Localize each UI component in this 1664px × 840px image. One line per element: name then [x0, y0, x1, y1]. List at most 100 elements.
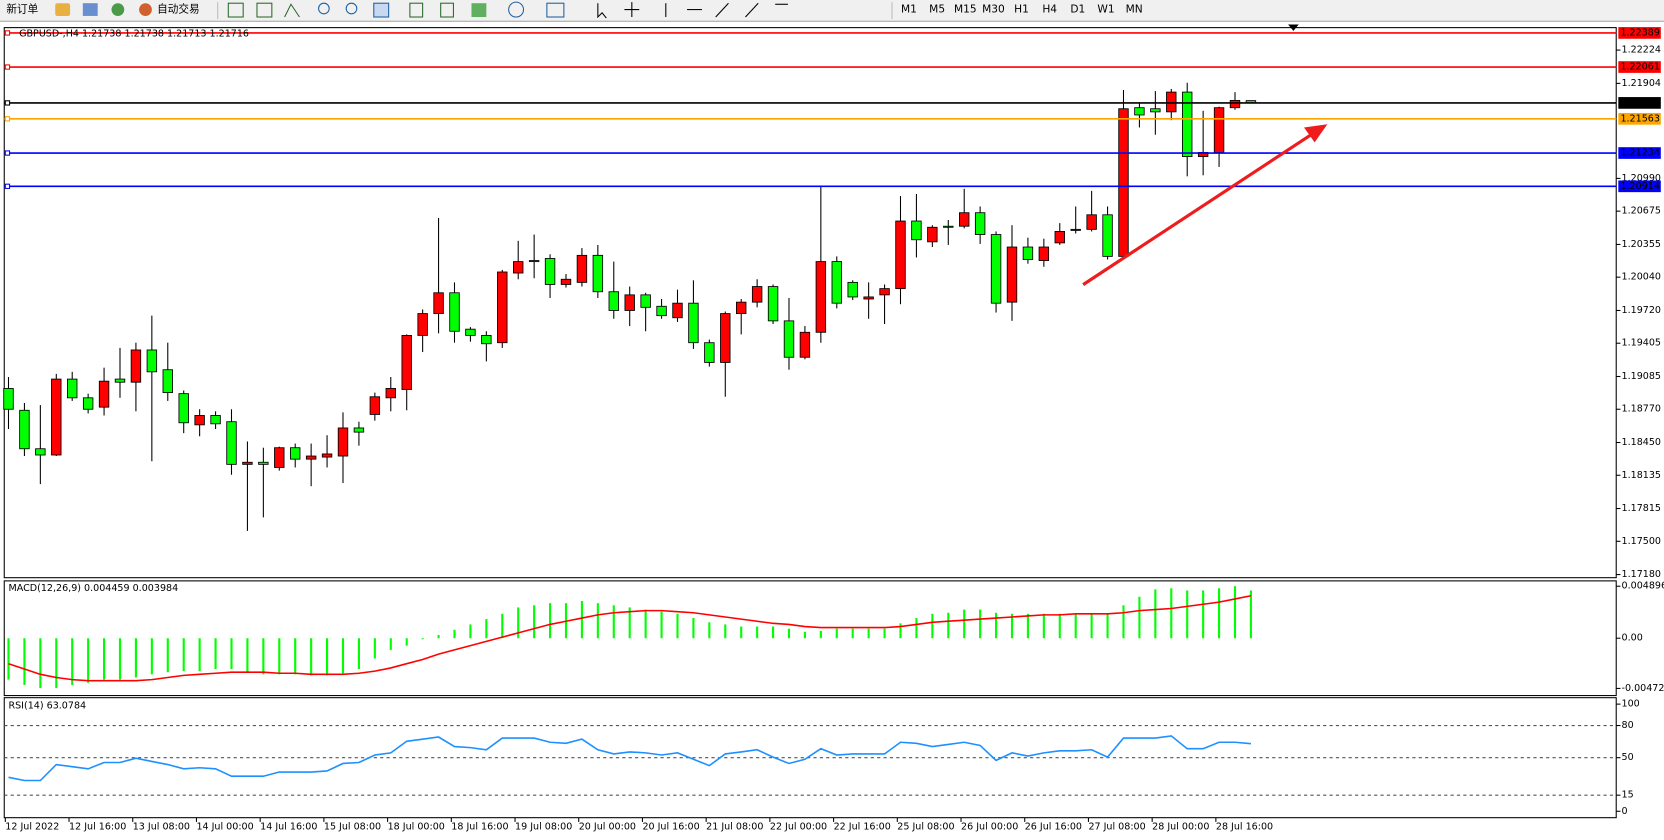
candle-body [3, 388, 14, 410]
icon[interactable] [471, 3, 487, 18]
icon[interactable] [227, 2, 244, 18]
timeframe-button[interactable]: W1 [1097, 3, 1114, 16]
candle-body [751, 286, 763, 303]
x-tick-label: 15 Jul 08:00 [324, 822, 381, 833]
candle-body [656, 305, 667, 317]
x-tick-label: 13 Jul 08:00 [133, 822, 190, 833]
candle-body [831, 261, 842, 304]
candle-body [449, 292, 460, 332]
icon[interactable] [284, 3, 300, 18]
icon[interactable] [440, 2, 454, 18]
level-handle [4, 100, 11, 106]
icon[interactable] [82, 3, 98, 16]
candle-body [608, 291, 619, 311]
candle-body [130, 349, 142, 383]
candle-body [592, 254, 604, 293]
x-tick-label: 12 Jul 16:00 [69, 822, 126, 833]
icon[interactable] [373, 2, 390, 18]
channel-tool[interactable] [745, 2, 759, 18]
timeframe-button[interactable]: D1 [1070, 3, 1085, 16]
candle-body [162, 369, 173, 394]
x-tick-label: 20 Jul 16:00 [642, 822, 699, 833]
candle-body [210, 415, 221, 425]
candle-body [767, 286, 779, 322]
timeframe-button[interactable]: M30 [982, 3, 1005, 16]
candle-body [353, 427, 365, 433]
candle-body [624, 294, 635, 311]
candle-body [1086, 214, 1097, 230]
x-tick-label: 22 Jul 16:00 [834, 822, 891, 833]
candle-body [1150, 108, 1161, 113]
new-order-button[interactable]: 新订单 [6, 3, 38, 16]
y-tick-label: 80 [1622, 720, 1634, 731]
macd-pane [3, 580, 1617, 697]
candle-body [369, 396, 381, 415]
y-tick-label: 1.17500 [1622, 536, 1661, 547]
candle-body [417, 313, 428, 336]
candle-body [990, 234, 1002, 304]
candle-body [688, 302, 699, 344]
zoom-in[interactable] [318, 2, 330, 15]
timeframe-button[interactable]: M1 [901, 3, 917, 16]
timeframe-button[interactable]: MN [1126, 3, 1143, 16]
crosshair-tool[interactable] [624, 2, 640, 18]
icon[interactable] [508, 1, 525, 18]
candle-body [879, 288, 890, 296]
trendline-tool[interactable] [715, 2, 729, 18]
candle-body [927, 226, 938, 243]
candle-body [560, 278, 572, 285]
candle-body [194, 415, 205, 426]
y-tick-label: 100 [1622, 699, 1640, 710]
timeframe-button[interactable]: H4 [1042, 3, 1057, 16]
y-tick-label: -0.004728 [1622, 683, 1664, 694]
cursor-tool[interactable] [597, 3, 607, 19]
x-tick-label: 14 Jul 16:00 [260, 822, 317, 833]
level-label-bg [1618, 180, 1661, 193]
level-label-bg [1618, 97, 1661, 109]
candle-body [544, 258, 556, 285]
y-tick-label: 1.20990 [1622, 173, 1661, 184]
candle-body [1118, 108, 1129, 257]
icon[interactable] [139, 3, 152, 16]
toolbar: 新订单 自动交易 M1 M5 M15 M30 H1 H4 D1 W1 MN [0, 0, 1664, 22]
candle-body [178, 393, 189, 424]
x-tick-label: 20 Jul 00:00 [579, 822, 636, 833]
icon[interactable] [256, 2, 273, 18]
candle-body [19, 409, 30, 450]
candle-body [1229, 99, 1241, 109]
candle-body [1182, 91, 1193, 157]
trend-arrow [1082, 124, 1328, 286]
candle-body [1022, 246, 1034, 260]
candle-body [815, 261, 827, 333]
candle-body [258, 461, 269, 465]
level-handle [4, 30, 11, 36]
arrow-shaft [1082, 132, 1314, 286]
candle-body [1070, 228, 1081, 231]
candle-body [497, 271, 508, 344]
candle-body [321, 453, 333, 458]
candle-body [146, 349, 158, 373]
pane-title: MACD(12,26,9) 0.004459 0.003984 [8, 583, 178, 594]
timeframe-button[interactable]: H1 [1014, 3, 1029, 16]
icon[interactable] [55, 3, 71, 16]
timeframe-button[interactable]: M5 [929, 3, 945, 16]
x-tick-label: 27 Jul 08:00 [1088, 822, 1145, 833]
candle-body [895, 220, 906, 290]
icon[interactable] [111, 3, 125, 16]
candle-body [943, 225, 954, 228]
y-tick-label: 0.00 [1622, 633, 1643, 644]
zoom-out[interactable] [345, 2, 358, 15]
level-label-bg [1618, 27, 1661, 39]
level-label-bg [1618, 112, 1661, 125]
y-tick-label: 0 [1622, 806, 1628, 817]
timeframe-button[interactable]: M15 [954, 3, 977, 16]
toolbar-bg [0, 0, 1664, 22]
shift-marker [1288, 24, 1299, 31]
auto-trading-button[interactable]: 自动交易 [157, 3, 199, 16]
main-pane [3, 27, 1617, 579]
icon[interactable] [409, 2, 424, 18]
candle-body [114, 378, 126, 383]
icon[interactable] [546, 2, 565, 18]
y-tick-label: 1.18135 [1622, 470, 1661, 481]
